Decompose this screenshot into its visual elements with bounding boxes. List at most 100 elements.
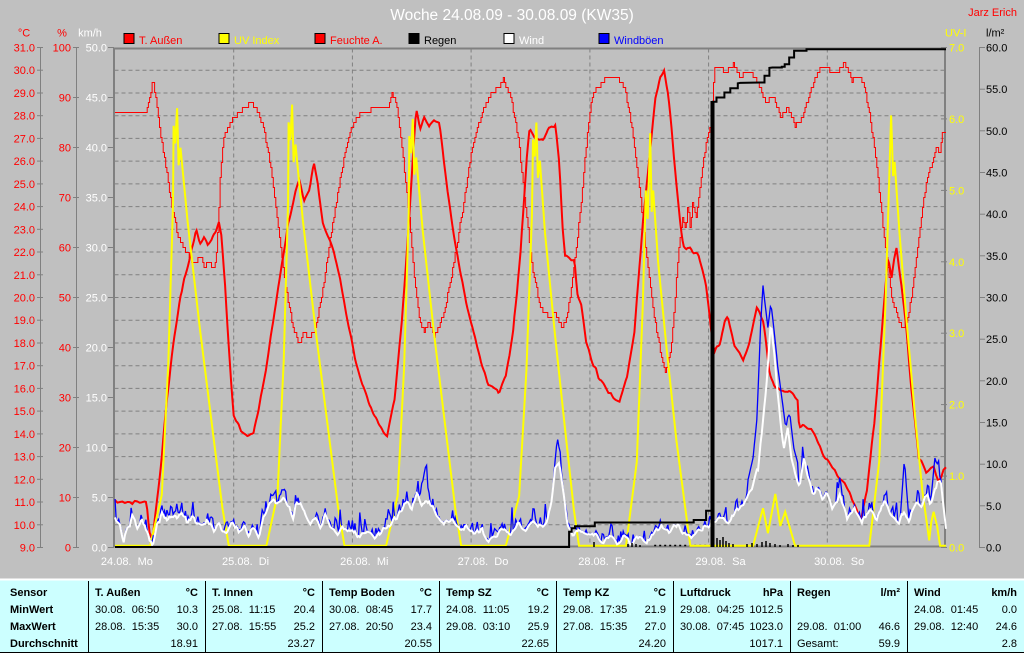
svg-text:5.0: 5.0 bbox=[949, 185, 964, 197]
svg-text:MaxWert: MaxWert bbox=[10, 621, 56, 633]
svg-text:15.0: 15.0 bbox=[14, 406, 35, 418]
svg-text:°C: °C bbox=[303, 587, 315, 599]
svg-text:29.08. 12:40: 29.08. 12:40 bbox=[914, 621, 978, 633]
svg-text:Sensor: Sensor bbox=[10, 587, 48, 599]
svg-text:20.55: 20.55 bbox=[404, 638, 432, 650]
svg-text:0.0: 0.0 bbox=[92, 543, 107, 555]
svg-text:0.0: 0.0 bbox=[986, 543, 1001, 555]
svg-text:15.0: 15.0 bbox=[86, 393, 107, 405]
svg-text:60.0: 60.0 bbox=[986, 43, 1007, 55]
svg-text:28.08. Fr: 28.08. Fr bbox=[578, 556, 625, 568]
svg-text:30.0: 30.0 bbox=[177, 621, 198, 633]
svg-text:UV Index: UV Index bbox=[234, 35, 280, 47]
svg-text:UV-I: UV-I bbox=[945, 28, 966, 40]
svg-text:46.6: 46.6 bbox=[879, 621, 900, 633]
svg-text:T. Innen: T. Innen bbox=[212, 587, 253, 599]
svg-text:24.08. 01:45: 24.08. 01:45 bbox=[914, 604, 978, 616]
svg-text:27.0: 27.0 bbox=[645, 621, 666, 633]
svg-text:13.0: 13.0 bbox=[14, 452, 35, 464]
svg-text:km/h: km/h bbox=[78, 28, 102, 40]
svg-text:26.08. Mi: 26.08. Mi bbox=[340, 556, 388, 568]
svg-text:Woche 24.08.09 - 30.08.09 (KW3: Woche 24.08.09 - 30.08.09 (KW35) bbox=[390, 7, 634, 24]
svg-text:22.0: 22.0 bbox=[14, 247, 35, 259]
svg-text:27.0: 27.0 bbox=[14, 133, 35, 145]
svg-text:20.0: 20.0 bbox=[14, 293, 35, 305]
svg-text:25.9: 25.9 bbox=[528, 621, 549, 633]
svg-text:°C: °C bbox=[186, 587, 198, 599]
svg-text:°C: °C bbox=[654, 587, 666, 599]
svg-text:25.08. Di: 25.08. Di bbox=[222, 556, 269, 568]
svg-text:l/m²: l/m² bbox=[986, 28, 1005, 40]
svg-text:70: 70 bbox=[59, 193, 71, 205]
svg-text:Temp KZ: Temp KZ bbox=[563, 587, 610, 599]
svg-text:27.08. 15:35: 27.08. 15:35 bbox=[563, 621, 627, 633]
svg-text:1012.5: 1012.5 bbox=[749, 604, 783, 616]
svg-text:0.0: 0.0 bbox=[949, 543, 964, 555]
svg-text:25.2: 25.2 bbox=[294, 621, 315, 633]
svg-text:2.0: 2.0 bbox=[949, 400, 964, 412]
svg-text:26.0: 26.0 bbox=[14, 156, 35, 168]
svg-text:Luftdruck: Luftdruck bbox=[680, 587, 732, 599]
svg-text:%: % bbox=[57, 28, 67, 40]
svg-text:45.0: 45.0 bbox=[86, 93, 107, 105]
svg-text:4.0: 4.0 bbox=[949, 257, 964, 269]
svg-text:23.27: 23.27 bbox=[287, 638, 315, 650]
svg-text:29.0: 29.0 bbox=[14, 88, 35, 100]
svg-text:17.0: 17.0 bbox=[14, 361, 35, 373]
svg-text:29.08. 03:10: 29.08. 03:10 bbox=[446, 621, 510, 633]
svg-text:21.9: 21.9 bbox=[645, 604, 666, 616]
svg-text:20.0: 20.0 bbox=[86, 343, 107, 355]
svg-text:l/m²: l/m² bbox=[880, 587, 900, 599]
svg-text:100: 100 bbox=[53, 43, 71, 55]
svg-text:Regen: Regen bbox=[424, 35, 456, 47]
svg-text:Durchschnitt: Durchschnitt bbox=[10, 638, 78, 650]
svg-text:31.0: 31.0 bbox=[14, 43, 35, 55]
svg-text:Wind: Wind bbox=[914, 587, 941, 599]
svg-text:19.2: 19.2 bbox=[528, 604, 549, 616]
svg-text:28.08. 15:35: 28.08. 15:35 bbox=[95, 621, 159, 633]
svg-text:30: 30 bbox=[59, 393, 71, 405]
svg-text:29.08. 04:25: 29.08. 04:25 bbox=[680, 604, 744, 616]
svg-text:10.0: 10.0 bbox=[86, 443, 107, 455]
svg-text:23.0: 23.0 bbox=[14, 224, 35, 236]
svg-text:1017.1: 1017.1 bbox=[749, 638, 783, 650]
svg-text:10.0: 10.0 bbox=[986, 459, 1007, 471]
svg-text:9.0: 9.0 bbox=[20, 543, 35, 555]
svg-text:0: 0 bbox=[65, 543, 71, 555]
svg-text:25.0: 25.0 bbox=[86, 293, 107, 305]
svg-text:0.0: 0.0 bbox=[1002, 604, 1017, 616]
svg-text:25.0: 25.0 bbox=[986, 334, 1007, 346]
svg-text:30.08. 06:50: 30.08. 06:50 bbox=[95, 604, 159, 616]
svg-text:10.0: 10.0 bbox=[14, 520, 35, 532]
svg-text:Windböen: Windböen bbox=[614, 35, 664, 47]
svg-text:hPa: hPa bbox=[763, 587, 784, 599]
svg-text:24.20: 24.20 bbox=[638, 638, 666, 650]
svg-text:1023.0: 1023.0 bbox=[749, 621, 783, 633]
svg-text:25.08. 11:15: 25.08. 11:15 bbox=[212, 604, 275, 616]
svg-text:30.0: 30.0 bbox=[986, 293, 1007, 305]
svg-text:29.08. 01:00: 29.08. 01:00 bbox=[797, 621, 861, 633]
svg-text:25.0: 25.0 bbox=[14, 179, 35, 191]
svg-text:10: 10 bbox=[59, 493, 71, 505]
svg-text:30.0: 30.0 bbox=[86, 243, 107, 255]
svg-text:29.08. Sa: 29.08. Sa bbox=[695, 556, 746, 568]
svg-text:27.08. Do: 27.08. Do bbox=[458, 556, 509, 568]
svg-text:24.0: 24.0 bbox=[14, 202, 35, 214]
svg-text:Temp Boden: Temp Boden bbox=[329, 587, 395, 599]
svg-text:Gesamt:: Gesamt: bbox=[797, 638, 839, 650]
svg-text:60: 60 bbox=[59, 243, 71, 255]
svg-text:24.08. Mo: 24.08. Mo bbox=[101, 556, 153, 568]
svg-text:90: 90 bbox=[59, 93, 71, 105]
svg-text:7.0: 7.0 bbox=[949, 43, 964, 55]
svg-text:20.0: 20.0 bbox=[986, 376, 1007, 388]
svg-text:10.3: 10.3 bbox=[177, 604, 198, 616]
svg-text:Jarz Erich: Jarz Erich bbox=[968, 7, 1017, 19]
svg-text:20: 20 bbox=[59, 443, 71, 455]
svg-text:°C: °C bbox=[537, 587, 549, 599]
svg-text:Wind: Wind bbox=[519, 35, 544, 47]
svg-text:T. Außen: T. Außen bbox=[95, 587, 141, 599]
svg-text:20.4: 20.4 bbox=[294, 604, 315, 616]
svg-text:Regen: Regen bbox=[797, 587, 831, 599]
svg-text:35.0: 35.0 bbox=[86, 193, 107, 205]
svg-text:12.0: 12.0 bbox=[14, 474, 35, 486]
